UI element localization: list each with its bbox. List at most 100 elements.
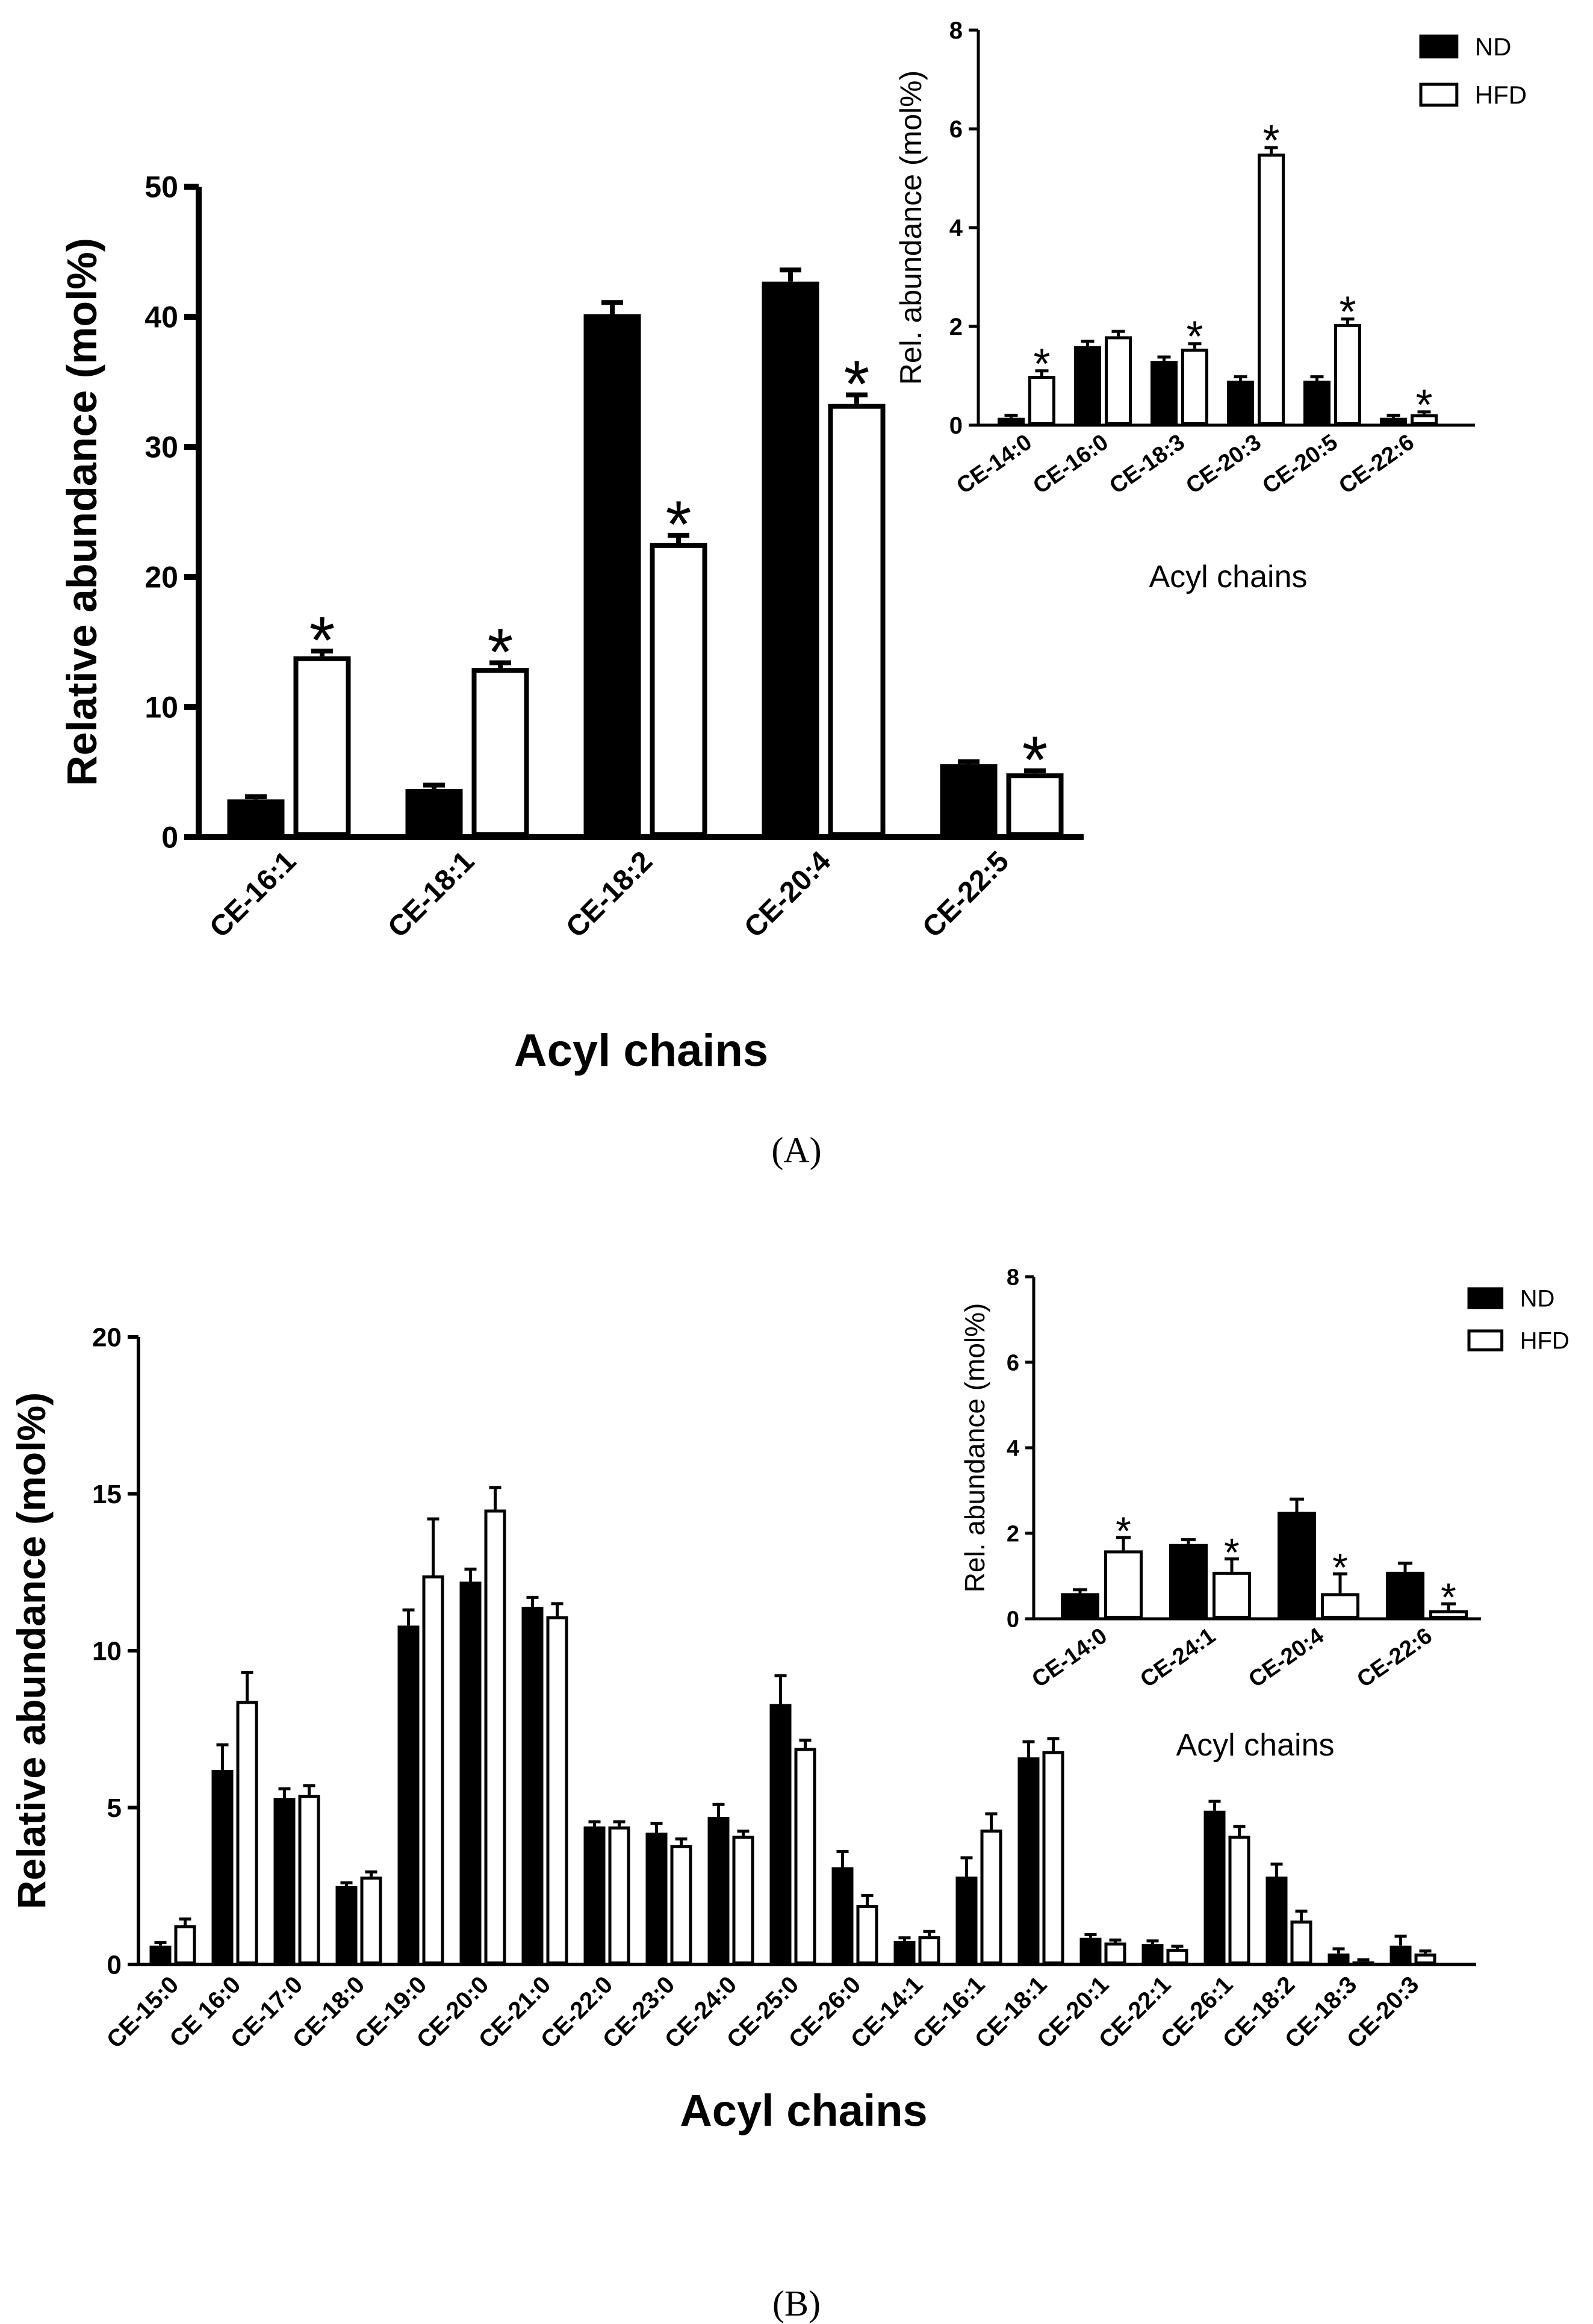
a-main-hfd-bar xyxy=(293,656,351,837)
b-inset-hfd-bar xyxy=(1213,1571,1251,1619)
b-main-y-tick-label: 0 xyxy=(107,1950,122,1980)
panel-b-inset-chart: 02468*CE-14:0*CE-24:1*CE-20:4*CE-22:6Rel… xyxy=(959,1265,1570,1763)
b-main-hfd-bar xyxy=(794,1748,816,1964)
b-main-nd-bar xyxy=(1265,1877,1288,1965)
a-inset-hfd-bar xyxy=(1258,154,1285,425)
b-main-nd-bar xyxy=(1390,1945,1412,1964)
b-main-nd-bar xyxy=(521,1607,544,1965)
a-inset-x-axis-title: Acyl chains xyxy=(1149,559,1308,594)
a-main-significance-star: * xyxy=(666,488,692,562)
a-main-significance-star: * xyxy=(844,347,870,421)
a-inset-nd-bar xyxy=(1227,381,1254,426)
panel-b-caption: (B) xyxy=(772,2284,821,2323)
a-main-nd-bar xyxy=(762,281,819,837)
a-inset-nd-bar xyxy=(1303,381,1331,426)
b-main-nd-bar xyxy=(645,1833,668,1964)
b-main-hfd-bar xyxy=(1104,1942,1126,1965)
b-main-hfd-bar xyxy=(422,1575,444,1964)
a-inset-category-label: CE-20:3 xyxy=(1182,429,1266,499)
b-main-nd-bar xyxy=(955,1877,978,1965)
b-inset-hfd-bar xyxy=(1104,1550,1143,1619)
b-main-nd-bar xyxy=(583,1826,606,1965)
a-main-y-axis-title: Relative abundance (mol%) xyxy=(58,238,105,786)
b-main-nd-bar xyxy=(149,1945,172,1964)
b-main-nd-bar xyxy=(707,1817,730,1964)
b-inset-category-label: CE-20:4 xyxy=(1244,1623,1329,1693)
b-main-hfd-bar xyxy=(484,1509,506,1965)
b-inset-nd-bar xyxy=(1169,1544,1208,1619)
a-main-y-tick-label: 20 xyxy=(144,561,178,594)
b-inset-significance-star: * xyxy=(1224,1530,1240,1574)
a-inset-category-label: CE-20:5 xyxy=(1258,429,1343,499)
b-inset-legend-swatch-hfd xyxy=(1467,1329,1504,1351)
a-main-hfd-bar xyxy=(1006,773,1064,838)
b-inset-legend-swatch-nd xyxy=(1467,1287,1504,1309)
a-inset-y-axis-title: Rel. abundance (mol%) xyxy=(894,70,928,385)
b-main-nd-bar xyxy=(1141,1944,1164,1965)
b-main-hfd-bar xyxy=(1228,1836,1250,1964)
a-main-category-label: CE-20:4 xyxy=(738,845,837,944)
b-main-nd-bar xyxy=(1017,1757,1040,1964)
b-inset-y-tick-label: 2 xyxy=(1007,1521,1019,1547)
b-inset-hfd-bar xyxy=(1429,1610,1468,1619)
b-main-nd-bar xyxy=(397,1625,420,1965)
a-inset-y-tick-label: 8 xyxy=(949,17,963,44)
a-main-category-label: CE-18:1 xyxy=(382,846,480,944)
a-main-hfd-bar xyxy=(471,668,529,837)
b-inset-y-tick-label: 4 xyxy=(1007,1436,1019,1461)
a-inset-y-tick-label: 0 xyxy=(949,413,963,439)
b-inset-category-label: CE-14:0 xyxy=(1028,1623,1112,1693)
b-inset-y-axis-title: Rel. abundance (mol%) xyxy=(959,1303,990,1593)
a-inset-significance-star: * xyxy=(1186,313,1203,361)
b-main-y-tick-label: 15 xyxy=(92,1480,122,1509)
b-main-nd-bar xyxy=(769,1704,792,1965)
a-main-nd-bar xyxy=(227,799,285,837)
b-main-y-axis-title: Relative abundance (mol%) xyxy=(9,1392,54,1909)
a-inset-legend-label-hfd: HFD xyxy=(1475,81,1527,109)
a-inset-significance-star: * xyxy=(1033,340,1050,388)
b-main-y-tick-label: 20 xyxy=(92,1322,122,1352)
a-main-significance-star: * xyxy=(309,603,335,678)
b-inset-significance-star: * xyxy=(1441,1575,1456,1619)
a-main-hfd-bar xyxy=(650,543,707,838)
b-inset-nd-bar xyxy=(1278,1512,1316,1619)
b-main-y-tick-label: 5 xyxy=(107,1793,122,1823)
a-inset-hfd-bar xyxy=(1411,414,1438,426)
b-main-hfd-bar xyxy=(608,1826,630,1965)
a-main-nd-bar xyxy=(940,764,998,838)
b-main-hfd-bar xyxy=(670,1845,692,1965)
b-inset-hfd-bar xyxy=(1321,1593,1359,1619)
b-main-nd-bar xyxy=(1079,1937,1102,1965)
a-inset-nd-bar xyxy=(1150,361,1178,426)
b-main-hfd-bar xyxy=(1290,1921,1312,1965)
a-inset-nd-bar xyxy=(1074,346,1101,425)
a-inset-y-tick-label: 4 xyxy=(949,215,963,241)
a-main-category-label: CE-22:5 xyxy=(916,846,1015,944)
b-main-x-axis-title: Acyl chains xyxy=(680,2086,927,2136)
a-main-category-label: CE-18:2 xyxy=(560,846,659,944)
panel-a-inset-chart: 02468*CE-14:0CE-16:0*CE-18:3*CE-20:3*CE-… xyxy=(894,17,1527,594)
b-main-nd-bar xyxy=(335,1886,358,1964)
a-main-y-tick-label: 10 xyxy=(144,691,178,724)
b-main-nd-bar xyxy=(459,1581,482,1964)
a-inset-significance-star: * xyxy=(1415,381,1432,429)
a-main-y-tick-label: 50 xyxy=(144,170,178,204)
b-inset-significance-star: * xyxy=(1332,1545,1348,1589)
a-inset-hfd-bar xyxy=(1334,323,1361,426)
b-main-hfd-bar xyxy=(1042,1751,1064,1964)
a-inset-category-label: CE-22:6 xyxy=(1335,429,1419,499)
b-inset-legend-label-hfd: HFD xyxy=(1520,1327,1570,1354)
a-inset-category-label: CE-14:0 xyxy=(952,429,1037,499)
b-inset-legend-label-nd: ND xyxy=(1520,1285,1555,1312)
a-main-y-tick-label: 0 xyxy=(161,821,178,855)
b-main-nd-bar xyxy=(1328,1953,1350,1964)
b-inset-nd-bar xyxy=(1061,1593,1099,1619)
a-inset-significance-star: * xyxy=(1262,117,1279,165)
a-main-nd-bar xyxy=(583,314,641,837)
b-inset-x-axis-title: Acyl chains xyxy=(1176,1728,1335,1763)
b-main-hfd-bar xyxy=(732,1836,754,1964)
a-main-y-tick-label: 40 xyxy=(144,301,178,334)
b-main-nd-bar xyxy=(211,1769,234,1964)
b-main-hfd-bar xyxy=(1414,1953,1436,1964)
